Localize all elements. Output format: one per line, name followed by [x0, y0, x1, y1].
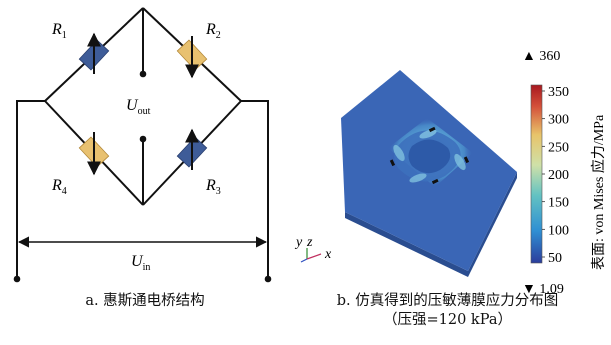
colorbar-min-label: ▼ 1.09	[522, 282, 564, 297]
input-lead-left	[16, 100, 45, 277]
colorbar-tick-label: 150	[548, 196, 569, 211]
membrane-stress-region	[388, 118, 473, 187]
colorbar-title: 表面: von Mises 应力/MPa	[590, 114, 607, 270]
input-terminal-left	[13, 275, 21, 283]
axis-label-x: x	[324, 247, 332, 262]
plate-side-face	[345, 212, 468, 277]
resistor-r2	[176, 36, 208, 79]
label-u-in: Uin	[131, 253, 150, 273]
colorbar-tick-label: 100	[548, 223, 569, 238]
colorbar-ticks: 350 300 250 200 150 100 50	[542, 85, 569, 266]
colorbar-tick-label: 300	[548, 113, 569, 128]
output-terminal-bottom	[139, 135, 147, 143]
stress-plate	[341, 70, 517, 277]
output-terminal-top	[139, 70, 147, 78]
axis-label-z: z	[306, 235, 313, 250]
colorbar: ▲ 360 ▼ 1.09 350 300 250 200 150 100 50 表面: vo…	[522, 49, 607, 297]
wheatstone-bridge	[16, 7, 269, 277]
resistor-r3	[176, 128, 208, 170]
caption-panel-b-line2: （压强=120 kPa）	[383, 312, 512, 328]
colorbar-tick-label: 250	[548, 140, 569, 155]
colorbar-tick-label: 200	[548, 168, 569, 183]
colorbar-gradient	[530, 84, 543, 264]
caption-panel-b: b. 仿真得到的压敏薄膜应力分布图 （压强=120 kPa）	[284, 292, 611, 330]
label-r1: R1	[51, 21, 67, 41]
input-terminal-right	[264, 275, 272, 283]
axis-label-y: y	[294, 235, 303, 250]
input-lead-right	[241, 100, 269, 277]
plate-side-face-right	[468, 172, 517, 277]
caption-panel-a: a. 惠斯通电桥结构	[85, 293, 205, 309]
label-r3: R3	[205, 177, 221, 197]
label-r4: R4	[51, 177, 67, 197]
colorbar-max-label: ▲ 360	[522, 49, 560, 64]
colorbar-tick-label: 50	[548, 251, 562, 266]
label-r2: R2	[205, 21, 221, 41]
axis-triad: y z x	[294, 235, 332, 263]
caption-panel-b-line1: b. 仿真得到的压敏薄膜应力分布图	[336, 293, 559, 309]
label-u-out: Uout	[126, 97, 151, 117]
resistor-r1	[78, 32, 110, 74]
colorbar-tick-label: 350	[548, 85, 569, 100]
resistor-r4	[78, 132, 110, 176]
